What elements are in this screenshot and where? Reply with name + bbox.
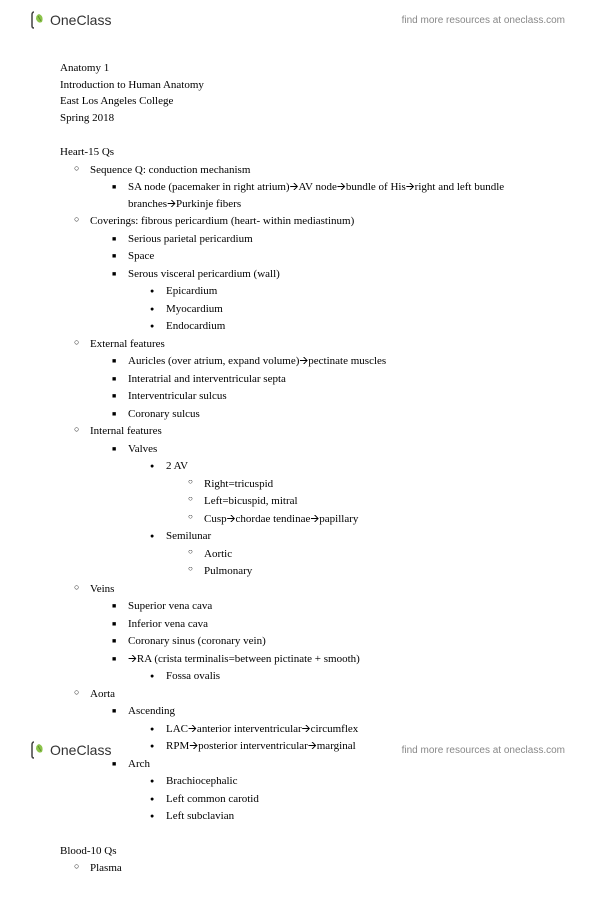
list-item-text: Inferior vena cava (128, 618, 208, 630)
list-item-text: Sequence Q: conduction mechanism (90, 164, 250, 176)
list-item-text: Right=tricuspid (204, 478, 273, 490)
list-item-text: Auricles (over atrium, expand volume)🡪pe… (128, 355, 386, 367)
list-item-text: Serious parietal pericardium (128, 233, 253, 245)
list-item: Aortic (204, 546, 535, 563)
list-item: Coronary sulcus (128, 406, 535, 423)
list-item-text: Brachiocephalic (166, 775, 237, 787)
brand-logo: OneClass (30, 10, 111, 30)
section-title: Blood-10 Qs (60, 843, 535, 860)
list-item-text: Aortic (204, 548, 232, 560)
list-item: Sequence Q: conduction mechanism SA node … (90, 162, 535, 213)
list-item-text: Internal features (90, 425, 162, 437)
list-item: Valves 2 AV Right=tricuspid Left=bicuspid, … (128, 441, 535, 580)
list-item-text: Left subclavian (166, 810, 234, 822)
section-title: Heart-15 Qs (60, 144, 535, 161)
list-item: Left common carotid (166, 791, 535, 808)
page-header: OneClass find more resources at oneclass… (0, 0, 595, 40)
list-item: Right=tricuspid (204, 476, 535, 493)
list-item-text: Coronary sinus (coronary vein) (128, 635, 266, 647)
list-item-text: Myocardium (166, 303, 223, 315)
list-item-text: Cusp🡪chordae tendinae🡪papillary (204, 513, 358, 525)
course-title: Introduction to Human Anatomy (60, 77, 535, 94)
list-level-3: Epicardium Myocardium Endocardium (128, 283, 535, 335)
list-level-4: Aortic Pulmonary (166, 546, 535, 580)
list-item: 2 AV Right=tricuspid Left=bicuspid, mitral… (166, 458, 535, 527)
list-item: Serious parietal pericardium (128, 231, 535, 248)
list-item-text: 2 AV (166, 460, 188, 472)
list-level-2: Serious parietal pericardium Space Serous … (90, 231, 535, 335)
list-level-1: Plasma (60, 860, 535, 877)
list-item: Inferior vena cava (128, 616, 535, 633)
list-item-text: 🡪RA (crista terminalis=between pictinate… (128, 653, 360, 665)
footer-tagline: find more resources at oneclass.com (402, 745, 565, 756)
list-item: Brachiocephalic (166, 773, 535, 790)
list-item: Semilunar Aortic Pulmonary (166, 528, 535, 580)
list-item: Interatrial and interventricular septa (128, 371, 535, 388)
list-level-2: Superior vena cava Inferior vena cava Coro… (90, 598, 535, 685)
list-item-text: Interventricular sulcus (128, 390, 227, 402)
list-item-text: Veins (90, 583, 114, 595)
list-item: Space (128, 248, 535, 265)
list-level-3: 2 AV Right=tricuspid Left=bicuspid, mitral… (128, 458, 535, 580)
course-code: Anatomy 1 (60, 60, 535, 77)
list-item: Superior vena cava (128, 598, 535, 615)
brand-name: OneClass (50, 12, 111, 28)
list-item: Coverings: fibrous pericardium (heart- w… (90, 213, 535, 335)
list-item-text: Coverings: fibrous pericardium (heart- w… (90, 215, 354, 227)
list-item: Auricles (over atrium, expand volume)🡪pe… (128, 353, 535, 370)
document-meta: Anatomy 1 Introduction to Human Anatomy … (60, 60, 535, 126)
list-item-text: Semilunar (166, 530, 211, 542)
list-item-text: Ascending (128, 705, 175, 717)
list-level-4: Right=tricuspid Left=bicuspid, mitral Cusp… (166, 476, 535, 528)
list-level-1: Sequence Q: conduction mechanism SA node … (60, 162, 535, 825)
list-item: Fossa ovalis (166, 668, 535, 685)
brand-logo-footer: OneClass (30, 740, 111, 760)
list-item: Epicardium (166, 283, 535, 300)
list-item: Plasma (90, 860, 535, 877)
list-item: External features Auricles (over atrium, … (90, 336, 535, 423)
list-item-text: Left common carotid (166, 793, 259, 805)
list-item-text: Valves (128, 443, 157, 455)
list-item-text: Aorta (90, 688, 115, 700)
list-item-text: Plasma (90, 862, 122, 874)
school-name: East Los Angeles College (60, 93, 535, 110)
list-item: Internal features Valves 2 AV Right=tricusp… (90, 423, 535, 580)
list-item: Coronary sinus (coronary vein) (128, 633, 535, 650)
list-level-3: Brachiocephalic Left common carotid Left s… (128, 773, 535, 825)
list-item-text: Space (128, 250, 154, 262)
list-item-text: Endocardium (166, 320, 225, 332)
brand-name-footer: OneClass (50, 742, 111, 758)
list-item: SA node (pacemaker in right atrium)🡪AV n… (128, 179, 535, 212)
list-item: Veins Superior vena cava Inferior vena cav… (90, 581, 535, 685)
leaf-clip-icon (30, 10, 46, 30)
list-item-text: External features (90, 338, 165, 350)
list-level-2: Valves 2 AV Right=tricuspid Left=bicuspid, … (90, 441, 535, 580)
term: Spring 2018 (60, 110, 535, 127)
list-item-text: Epicardium (166, 285, 217, 297)
list-item-text: Coronary sulcus (128, 408, 200, 420)
page-footer: OneClass find more resources at oneclass… (0, 730, 595, 770)
list-item-text: Serous visceral pericardium (wall) (128, 268, 280, 280)
list-item: Cusp🡪chordae tendinae🡪papillary (204, 511, 535, 528)
list-item: Left subclavian (166, 808, 535, 825)
list-item: Serous visceral pericardium (wall) Epicar… (128, 266, 535, 335)
leaf-clip-icon (30, 740, 46, 760)
document-body: Anatomy 1 Introduction to Human Anatomy … (0, 40, 595, 918)
list-item-text: Pulmonary (204, 565, 252, 577)
list-item: Endocardium (166, 318, 535, 335)
list-item: Myocardium (166, 301, 535, 318)
list-item: Interventricular sulcus (128, 388, 535, 405)
list-item: 🡪RA (crista terminalis=between pictinate… (128, 651, 535, 685)
list-item-text: Superior vena cava (128, 600, 212, 612)
list-level-3: Fossa ovalis (128, 668, 535, 685)
list-item-text: Interatrial and interventricular septa (128, 373, 286, 385)
header-tagline: find more resources at oneclass.com (402, 15, 565, 26)
list-level-2: SA node (pacemaker in right atrium)🡪AV n… (90, 179, 535, 212)
list-item-text: SA node (pacemaker in right atrium)🡪AV n… (128, 181, 504, 210)
list-level-2: Auricles (over atrium, expand volume)🡪pe… (90, 353, 535, 422)
list-item: Pulmonary (204, 563, 535, 580)
list-item: Left=bicuspid, mitral (204, 493, 535, 510)
list-item-text: Fossa ovalis (166, 670, 220, 682)
list-item-text: Left=bicuspid, mitral (204, 495, 298, 507)
